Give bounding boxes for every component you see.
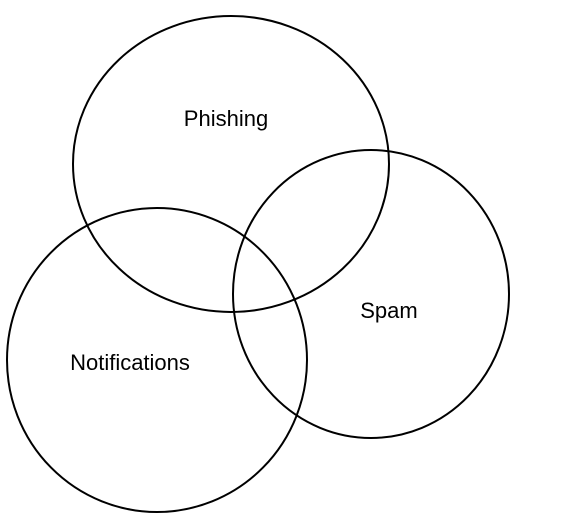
spam-circle: [232, 149, 510, 439]
phishing-circle: [72, 15, 390, 313]
notifications-label: Notifications: [70, 350, 190, 375]
notifications-circle: [6, 207, 308, 513]
spam-label: Spam: [360, 298, 417, 323]
phishing-label: Phishing: [184, 106, 268, 131]
